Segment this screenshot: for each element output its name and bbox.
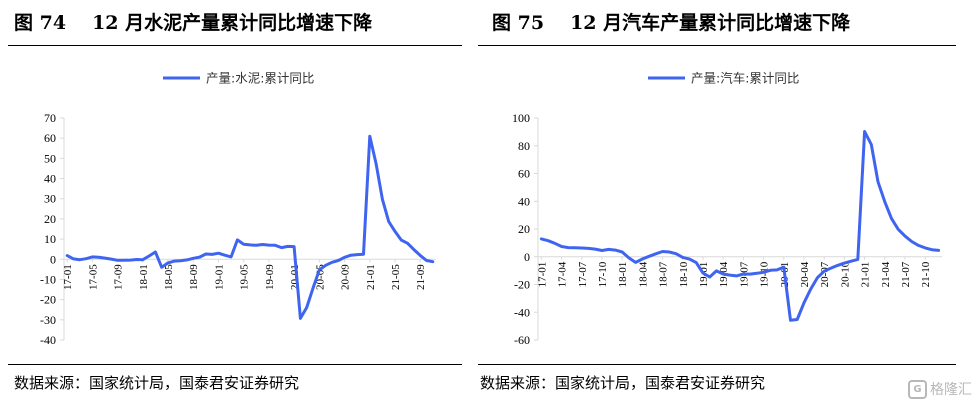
y-tick-label: -40	[514, 305, 530, 319]
title-rule	[478, 45, 956, 46]
x-tick-label: 21-10	[920, 261, 932, 287]
x-tick-label: 18-04	[637, 261, 649, 287]
x-tick-label: 20-05	[314, 264, 326, 290]
auto-line-chart: 产量:汽车:累计同比 100 80 60 40 20 0 -20 -40 -60 17-01 17-0…	[512, 71, 942, 347]
series-line	[539, 130, 941, 322]
y-tick-label: -30	[40, 313, 56, 327]
y-tick-label: -60	[514, 333, 530, 347]
legend-label: 产量:汽车:累计同比	[691, 71, 799, 86]
y-tick-label: 100	[512, 111, 530, 125]
x-tick-label: 17-10	[597, 261, 609, 287]
y-tick-label: 40	[44, 172, 56, 186]
x-tick-label: 20-09	[340, 264, 352, 290]
y-tick-label: 10	[44, 232, 56, 246]
x-tick-label: 18-10	[678, 261, 690, 287]
figure-title: 12 月汽车产量累计同比增速下降	[570, 12, 851, 34]
x-tick-label: 19-10	[759, 261, 771, 287]
watermark-text: 格隆汇	[930, 382, 972, 398]
y-tick-label: -20	[40, 293, 56, 307]
x-tick-label: 20-04	[799, 261, 811, 287]
legend-label: 产量:水泥:累计同比	[206, 71, 314, 86]
figure-number: 图 75	[492, 12, 545, 34]
source-rule	[8, 364, 462, 365]
y-tick-label: -40	[40, 333, 56, 347]
x-tick-label: 19-01	[213, 264, 225, 290]
title-rule	[8, 45, 462, 46]
x-tick-label: 20-10	[839, 261, 851, 287]
x-tick-label: 18-09	[188, 264, 200, 290]
y-tick-label: 40	[518, 194, 530, 208]
x-tick-label: 21-07	[900, 261, 912, 287]
x-tick-label: 17-01	[536, 262, 548, 288]
y-tick-label: 20	[44, 212, 56, 226]
y-tick-label: 60	[44, 131, 56, 145]
x-tick-label: 21-09	[415, 264, 427, 290]
x-tick-label: 18-05	[163, 264, 175, 290]
y-tick-label: 80	[518, 139, 530, 153]
y-tick-label: 60	[518, 167, 530, 181]
x-tick-label: 17-05	[87, 264, 99, 290]
x-tick-label: 21-01	[365, 264, 377, 290]
x-tick-label: 17-01	[62, 264, 74, 290]
x-tick-label: 19-05	[239, 264, 251, 290]
x-tick-label: 18-07	[658, 261, 670, 287]
x-tick-label: 21-01	[860, 262, 872, 288]
panel-title: 图 75 12 月汽车产量累计同比增速下降	[492, 8, 850, 35]
y-tick-label: -20	[514, 278, 530, 292]
source-note: 数据来源：国家统计局，国泰君安证券研究	[14, 374, 300, 392]
y-tick-label: -10	[40, 272, 56, 286]
x-tick-label: 17-04	[557, 261, 569, 287]
x-tick-label: 18-01	[138, 264, 150, 290]
series-line	[65, 134, 435, 320]
y-tick-label: 50	[44, 151, 56, 165]
y-tick-label: 70	[44, 111, 56, 125]
x-tick-label: 21-05	[390, 264, 402, 290]
y-tick-label: 30	[44, 192, 56, 206]
y-tick-label: 0	[50, 252, 56, 266]
cement-line-chart: 产量:水泥:累计同比 70 60 50 40 30 20 10 0 -10 -20 -30 -40 17-…	[40, 71, 436, 347]
watermark-icon: G	[908, 379, 927, 399]
chart-panel-auto: 图 75 12 月汽车产量累计同比增速下降 产量:汽车:累计同比 100 80 60 40…	[478, 0, 968, 403]
x-tick-label: 18-01	[617, 262, 629, 288]
source-rule	[478, 364, 956, 365]
x-tick-label: 17-07	[577, 261, 589, 287]
x-tick-label: 19-09	[264, 264, 276, 290]
watermark-logo: G 格隆汇	[908, 379, 972, 399]
panel-title: 图 74 12 月水泥产量累计同比增速下降	[14, 8, 372, 35]
x-tick-label: 21-04	[880, 261, 892, 287]
figure-number: 图 74	[14, 12, 67, 34]
y-tick-label: 0	[524, 250, 530, 264]
y-tick-label: 20	[518, 222, 530, 236]
x-tick-label: 17-09	[113, 264, 125, 290]
chart-panel-cement: 图 74 12 月水泥产量累计同比增速下降 产量:水泥:累计同比 70 60 50 40 3…	[0, 0, 470, 403]
source-note: 数据来源：国家统计局，国泰君安证券研究	[480, 374, 766, 392]
figure-title: 12 月水泥产量累计同比增速下降	[92, 12, 373, 34]
